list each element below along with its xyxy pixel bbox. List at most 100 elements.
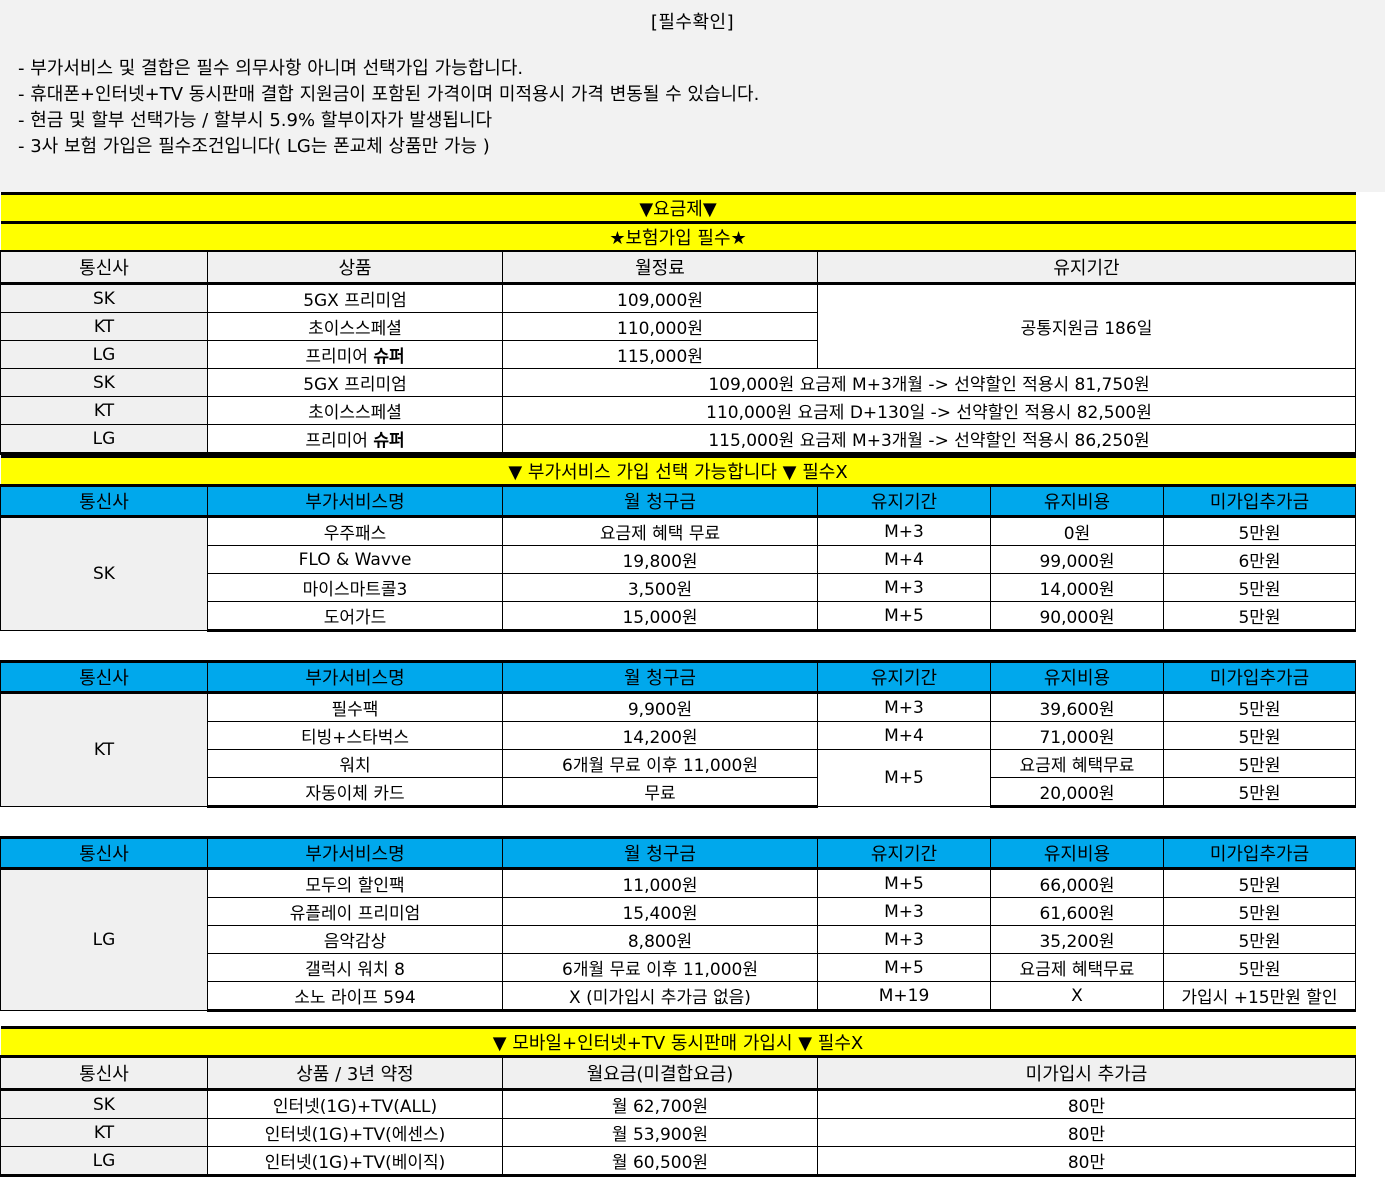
addon-bill: 15,000원 [502,601,818,632]
bundle-banner: ▼ 모바일+인터넷+TV 동시판매 가입시 ▼ 필수X [0,1026,1356,1058]
table-row: KT 초이스스페셜 110,000원 [0,312,1356,341]
addon-header-penalty: 미가입추가금 [1163,836,1356,870]
table-row: LG 인터넷(1G)+TV(베이직) 월 60,500원 80만 [0,1146,1356,1177]
bundle-header-row: 통신사 상품 / 3년 약정 월요금(미결합요금) 미가입시 추가금 [0,1056,1356,1091]
addon-bill: 6개월 무료 이후 11,000원 [502,749,818,778]
table-row: SK 5GX 프리미엄 109,000원 요금제 M+3개월 -> 선약할인 적… [0,368,1356,397]
addon-penalty: 5만원 [1163,721,1356,750]
plan-product-text: 프리미어 [305,431,374,451]
addon-name: 유플레이 프리미엄 [207,897,503,926]
addon-carrier-sk: SK [0,516,208,631]
addon-period: M+3 [817,516,991,546]
addon-bill: 9,900원 [502,692,818,722]
addon-penalty: 5만원 [1163,868,1356,898]
addon-cost: 20,000원 [990,777,1164,808]
bundle-table: ▼ 모바일+인터넷+TV 동시판매 가입시 ▼ 필수X 통신사 상품 / 3년 … [0,1026,1356,1177]
addon-cost: 요금제 혜택무료 [990,953,1164,982]
addon-header-bill: 월 청구금 [502,484,818,518]
table-row: LG 프리미어 슈퍼 115,000원 요금제 M+3개월 -> 선약할인 적용… [0,424,1356,455]
bundle-product: 인터넷(1G)+TV(베이직) [207,1146,503,1177]
addon-penalty: 5만원 [1163,953,1356,982]
addon-penalty: 가입시 +15만원 할인 [1163,981,1356,1012]
table-row: 소노 라이프 594 X (미가입시 추가금 없음) M+19 X 가입시 +1… [1,981,1356,1012]
addon-table-sk: ▼ 부가서비스 가입 선택 가능합니다 ▼ 필수X 통신사 부가서비스명 월 청… [0,455,1356,632]
addon-period-merged: M+5 [817,749,991,807]
addon-period: M+5 [817,868,991,898]
bundle-penalty: 80만 [817,1118,1356,1147]
bundle-header-penalty: 미가입시 추가금 [817,1056,1356,1091]
addon-bill: 14,200원 [502,721,818,750]
bundle-header-product: 상품 / 3년 약정 [207,1056,503,1091]
bundle-carrier: SK [0,1089,208,1119]
notice-line-4: - 3사 보험 가입은 필수조건입니다( LG는 폰교체 상품만 가능 ) [18,136,490,157]
table-row: SK 인터넷(1G)+TV(ALL) 월 62,700원 80만 [0,1089,1356,1119]
addon-cost: 71,000원 [990,721,1164,750]
plan-carrier: LG [0,424,208,455]
plan-detail: 110,000원 요금제 D+130일 -> 선약할인 적용시 82,500원 [502,396,1356,425]
addon-period: M+19 [817,981,991,1012]
addon-penalty: 5만원 [1163,925,1356,954]
addon-header-name: 부가서비스명 [207,660,503,694]
addon-header-row-lg: 통신사 부가서비스명 월 청구금 유지기간 유지비용 미가입추가금 [0,836,1356,870]
addon-cost: 35,200원 [990,925,1164,954]
plan-product-emph: 슈퍼 [373,431,405,451]
plan-fee: 110,000원 [502,312,818,341]
addon-header-bill: 월 청구금 [502,660,818,694]
notice-lines: - 부가서비스 및 결합은 필수 의무사항 아니며 선택가입 가능합니다. - … [0,34,1385,160]
addon-banner: ▼ 부가서비스 가입 선택 가능합니다 ▼ 필수X [0,455,1356,487]
plan-carrier: KT [0,312,208,341]
notice-line-1: - 부가서비스 및 결합은 필수 의무사항 아니며 선택가입 가능합니다. [18,58,524,79]
addon-name: 음악감상 [207,925,503,954]
addon-cost: 요금제 혜택무료 [990,749,1164,778]
addon-name: 필수팩 [207,692,503,722]
table-row: KT 초이스스페셜 110,000원 요금제 D+130일 -> 선약할인 적용… [0,396,1356,425]
table-row: SK 우주패스 요금제 혜택 무료 M+3 0원 5만원 [0,516,1356,631]
plan-banner-insurance: ★보험가입 필수★ [0,221,1356,252]
bundle-carrier: KT [0,1118,208,1147]
plan-product-text: 5GX 프리미엄 [303,375,407,395]
bundle-product: 인터넷(1G)+TV(에센스) [207,1118,503,1147]
addon-period: M+3 [817,925,991,954]
addon-name: 갤럭시 워치 8 [207,953,503,982]
table-row: LG 모두의 할인팩 11,000원 M+5 66,000원 5만원 [0,868,1356,1011]
addon-bill: 6개월 무료 이후 11,000원 [502,953,818,982]
plan-header-row: 통신사 상품 월정료 유지기간 [0,250,1356,285]
table-row: SK 5GX 프리미엄 109,000원 공통지원금 186일 [0,283,1356,369]
plan-header-period: 유지기간 [817,250,1356,285]
addon-name: 모두의 할인팩 [207,868,503,898]
plan-table: ▼요금제▼ ★보험가입 필수★ 통신사 상품 월정료 유지기간 SK 5GX 프… [0,192,1356,455]
addon-period: M+4 [817,721,991,750]
section-gap-2 [0,808,1385,836]
addon-name: 우주패스 [207,516,503,546]
addon-period: M+3 [817,692,991,722]
addon-cost: 0원 [990,516,1164,546]
addon-penalty: 6만원 [1163,545,1356,574]
addon-cost: 90,000원 [990,601,1164,632]
plan-detail: 115,000원 요금제 M+3개월 -> 선약할인 적용시 86,250원 [502,424,1356,455]
addon-header-bill: 월 청구금 [502,836,818,870]
bundle-header-fee: 월요금(미결합요금) [502,1056,818,1091]
addon-bill: 8,800원 [502,925,818,954]
addon-header-cost: 유지비용 [990,836,1164,870]
addon-bill: 3,500원 [502,573,818,602]
plan-carrier: LG [0,340,208,369]
plan-banner-rate-label: ▼요금제▼ [0,192,1356,224]
addon-carrier-kt: KT [0,692,208,807]
addon-header-penalty: 미가입추가금 [1163,660,1356,694]
addon-bill: 19,800원 [502,545,818,574]
bundle-carrier: LG [0,1146,208,1177]
addon-header-name: 부가서비스명 [207,836,503,870]
addon-name: FLO & Wavve [207,545,503,574]
addon-cost: 39,600원 [990,692,1164,722]
addon-table-lg: 통신사 부가서비스명 월 청구금 유지기간 유지비용 미가입추가금 LG 모두의… [0,836,1356,1012]
plan-product: 프리미어 슈퍼 [207,424,503,455]
addon-header-period: 유지기간 [817,660,991,694]
bundle-fee: 월 53,900원 [502,1118,818,1147]
addon-cost: X [990,981,1164,1012]
addon-period: M+3 [817,897,991,926]
table-row: KT 인터넷(1G)+TV(에센스) 월 53,900원 80만 [0,1118,1356,1147]
bundle-header-carrier: 통신사 [0,1056,208,1091]
bundle-banner-label: ▼ 모바일+인터넷+TV 동시판매 가입시 ▼ 필수X [0,1026,1356,1058]
plan-fee: 109,000원 [502,283,818,313]
table-row: 도어가드 15,000원 M+5 90,000원 5만원 [1,601,1356,632]
